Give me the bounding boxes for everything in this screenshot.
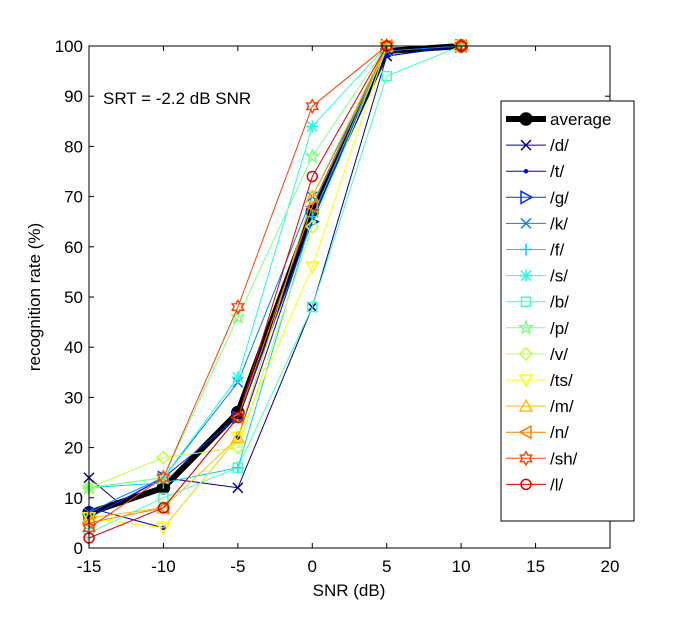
legend-label: /m/ <box>550 397 574 416</box>
data-point-t-4 <box>384 53 389 59</box>
data-point-m-3 <box>305 189 320 203</box>
data-point-b-3 <box>307 301 318 313</box>
legend-item-l: /l/ <box>506 475 564 494</box>
y-axis-label: recognition rate (%) <box>25 223 44 371</box>
legend-label: /t/ <box>550 162 564 181</box>
y-tick-label: 100 <box>55 37 83 56</box>
data-point-ts-1 <box>156 522 171 536</box>
data-point-l-3 <box>306 170 319 183</box>
legend-marker-s <box>520 269 532 282</box>
data-point-v-2 <box>230 440 245 455</box>
series-b <box>83 40 467 539</box>
legend-marker-l <box>520 478 532 491</box>
data-point-d-3 <box>232 482 244 494</box>
y-tick-label: 30 <box>64 388 83 407</box>
legend-label: /g/ <box>550 188 569 207</box>
data-point-s-3 <box>306 120 319 133</box>
legend-item-v: /v/ <box>506 345 568 364</box>
x-tick-label: -15 <box>77 557 102 576</box>
x-tick-label: -5 <box>230 557 245 576</box>
legend-marker-b <box>520 296 532 307</box>
srt-annotation: SRT = -2.2 dB SNR <box>103 89 251 108</box>
legend: average/d/ /t/ /g/ /k/ /f/ /s/ /b/ /p/ /v/ /ts/ /m… <box>500 100 635 522</box>
data-point-l-2 <box>232 411 244 424</box>
legend-item-p: /p/ <box>506 319 569 338</box>
legend-item-d: /d/ <box>506 136 569 155</box>
data-point-p-2 <box>229 308 247 325</box>
x-axis-label: SNR (dB) <box>313 581 386 600</box>
data-point-b-4 <box>381 70 392 82</box>
legend-marker-k <box>520 217 532 229</box>
legend-items: average/d/ /t/ /g/ /k/ /f/ /s/ /b/ /p/ /v/ /ts/ /m… <box>506 110 611 494</box>
legend-marker-v <box>518 346 534 361</box>
data-point-l-1 <box>157 502 170 514</box>
legend-item-ts: /ts/ <box>506 371 573 390</box>
y-tick-label: 0 <box>74 539 83 558</box>
legend-marker-t <box>523 168 529 174</box>
legend-label: /d/ <box>550 136 569 155</box>
legend-label: /f/ <box>550 241 564 260</box>
legend-item-sh: /sh/ <box>506 449 578 468</box>
x-tick-label: 5 <box>382 557 391 576</box>
legend-label: /b/ <box>550 293 569 312</box>
legend-marker-p <box>517 319 535 335</box>
x-tick-label: 10 <box>452 557 471 576</box>
y-tick-label: 50 <box>64 288 83 307</box>
data-point-ts-3 <box>305 261 320 275</box>
ticks-layer: -15 -10 -5 0 5 10 15 20 0 10 20 30 40 50 60 70 80 90 100 <box>55 37 620 576</box>
legend-marker-sh <box>519 450 533 467</box>
series-line-t <box>88 45 462 529</box>
data-point-s-2 <box>231 371 244 384</box>
x-tick-label: 0 <box>308 557 317 576</box>
legend-marker-g <box>520 190 534 205</box>
data-point-sh-5 <box>454 38 469 54</box>
legend-item-s: /s/ <box>506 267 568 286</box>
legend-item-m: /m/ <box>506 397 574 416</box>
y-tick-label: 90 <box>64 87 83 106</box>
legend-item-average: average <box>506 110 611 129</box>
data-point-sh-3 <box>305 98 320 115</box>
legend-marker-f <box>520 243 532 256</box>
legend-marker-m <box>518 398 534 412</box>
data-point-v-1 <box>156 450 171 465</box>
x-tick-label: 15 <box>526 557 545 576</box>
data-point-v-3 <box>305 219 320 234</box>
legend-label: /s/ <box>550 267 568 286</box>
legend-marker-d <box>520 139 532 151</box>
legend-label: /n/ <box>550 423 569 442</box>
legend-item-n: /n/ <box>506 423 569 442</box>
legend-label: /p/ <box>550 319 569 338</box>
data-point-sh-1 <box>156 469 171 486</box>
data-point-p-3 <box>304 147 321 164</box>
data-point-m-2 <box>230 429 246 444</box>
x-tick-label: -10 <box>151 557 176 576</box>
legend-marker-ts <box>518 374 534 388</box>
legend-marker-n <box>518 424 532 440</box>
legend-label: /k/ <box>550 214 568 233</box>
data-point-b-2 <box>232 462 244 473</box>
legend-item-k: /k/ <box>506 214 568 233</box>
y-tick-label: 20 <box>64 439 83 458</box>
y-tick-label: 60 <box>64 238 83 257</box>
legend-label: /ts/ <box>550 371 573 390</box>
legend-label: /sh/ <box>550 449 578 468</box>
y-tick-label: 70 <box>64 188 83 207</box>
legend-item-t: /t/ <box>506 162 564 181</box>
data-point-sh-4 <box>379 38 394 54</box>
legend-item-f: /f/ <box>506 241 564 260</box>
legend-item-b: /b/ <box>506 293 569 312</box>
y-tick-label: 10 <box>64 489 83 508</box>
series-line-b <box>88 45 462 534</box>
legend-label: /l/ <box>550 475 564 494</box>
y-tick-label: 80 <box>64 137 83 156</box>
data-point-sh-2 <box>230 299 245 315</box>
legend-label: average <box>550 110 611 129</box>
legend-marker-average <box>519 112 533 126</box>
data-point-n-3 <box>304 199 319 214</box>
x-tick-label: 20 <box>601 557 620 576</box>
y-tick-label: 40 <box>64 338 83 357</box>
legend-label: /v/ <box>550 345 568 364</box>
legend-item-g: /g/ <box>506 188 569 207</box>
